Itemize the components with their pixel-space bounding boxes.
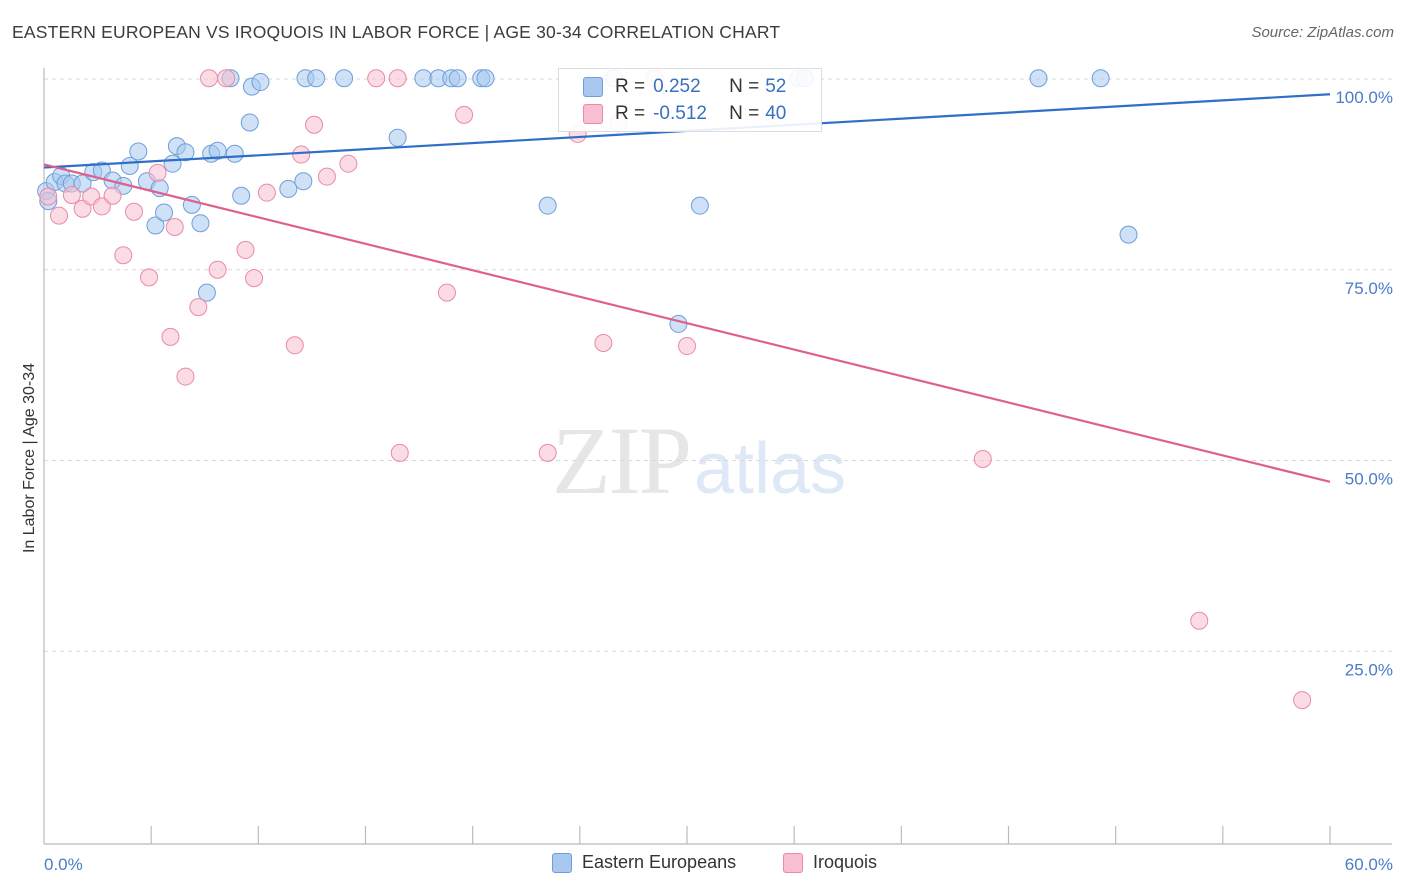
point-eastern-europeans — [388, 128, 407, 147]
source-label: Source: ZipAtlas.com — [1251, 24, 1394, 41]
point-eastern-europeans — [240, 113, 259, 132]
stats-swatch-eastern-europeans — [583, 77, 603, 97]
stats-swatch-iroquois — [583, 104, 603, 124]
point-iroquois — [200, 69, 219, 88]
point-eastern-europeans — [294, 172, 313, 191]
point-iroquois — [285, 336, 304, 355]
point-iroquois — [317, 167, 336, 186]
point-iroquois — [140, 268, 159, 287]
axes — [43, 68, 1392, 845]
r-label: R = — [615, 76, 646, 97]
point-iroquois — [455, 105, 474, 124]
point-eastern-europeans — [669, 314, 688, 333]
point-eastern-europeans — [335, 69, 354, 88]
trend-line-iroquois — [43, 163, 1331, 483]
legend-label-iroquois: Iroquois — [813, 852, 878, 872]
r-value: -0.512 — [653, 103, 707, 124]
point-eastern-europeans — [279, 179, 298, 198]
point-iroquois — [50, 206, 69, 225]
point-iroquois — [148, 163, 167, 182]
point-iroquois — [305, 115, 324, 134]
point-eastern-europeans — [146, 216, 165, 235]
legend-label-eastern-europeans: Eastern Europeans — [582, 852, 737, 872]
tick-labels: 100.0% 75.0% 50.0% 25.0% 0.0% 60.0% — [44, 88, 1393, 874]
point-eastern-europeans — [232, 186, 251, 205]
point-iroquois — [973, 449, 992, 468]
n-label: N = — [729, 76, 760, 97]
legend-swatch-iroquois — [783, 852, 803, 873]
point-eastern-europeans — [251, 73, 270, 92]
y-tick-label: 75.0% — [1345, 279, 1393, 298]
point-iroquois — [339, 154, 358, 173]
point-iroquois — [39, 187, 58, 206]
point-iroquois — [292, 145, 311, 164]
point-iroquois — [161, 327, 180, 346]
point-eastern-europeans — [414, 69, 433, 88]
point-eastern-europeans — [191, 214, 210, 233]
point-iroquois — [390, 443, 409, 462]
point-iroquois — [1190, 611, 1209, 630]
point-eastern-europeans — [307, 69, 326, 88]
stats-row-eastern-europeans: R = 0.252 N = 52 — [583, 74, 786, 100]
x-tick-label-max: 60.0% — [1345, 855, 1393, 874]
point-iroquois — [236, 240, 255, 259]
point-eastern-europeans — [176, 143, 195, 162]
point-iroquois — [114, 246, 133, 265]
point-eastern-europeans — [538, 196, 557, 215]
point-eastern-europeans — [690, 196, 709, 215]
legend-item-eastern-europeans[interactable]: Eastern Europeans — [552, 852, 736, 873]
data-points — [37, 69, 1312, 710]
stats-legend: R = 0.252 N = 52 R = -0.512 N = 40 — [558, 68, 822, 132]
n-label: N = — [729, 103, 760, 124]
point-iroquois — [245, 269, 264, 288]
n-value: 40 — [765, 103, 787, 124]
point-eastern-europeans — [155, 203, 174, 222]
n-value: 52 — [765, 76, 787, 97]
point-iroquois — [125, 202, 144, 221]
point-iroquois — [73, 199, 92, 218]
point-iroquois — [538, 443, 557, 462]
gridlines — [44, 78, 1392, 652]
bottom-legend: Eastern Europeans Iroquois — [0, 852, 1406, 878]
r-value: 0.252 — [653, 76, 701, 97]
point-iroquois — [208, 260, 227, 279]
point-eastern-europeans — [197, 283, 216, 302]
point-iroquois — [176, 367, 195, 386]
point-iroquois — [189, 298, 208, 317]
chart-title: EASTERN EUROPEAN VS IROQUOIS IN LABOR FO… — [12, 22, 781, 42]
y-tick-label: 25.0% — [1345, 660, 1393, 679]
point-eastern-europeans — [1119, 225, 1138, 244]
point-iroquois — [217, 69, 236, 88]
y-tick-label: 50.0% — [1345, 470, 1393, 489]
point-iroquois — [388, 69, 407, 88]
point-iroquois — [103, 186, 122, 205]
point-iroquois — [92, 197, 111, 216]
point-eastern-europeans — [1029, 69, 1048, 88]
point-iroquois — [678, 337, 696, 356]
stats-row-iroquois: R = -0.512 N = 40 — [583, 101, 786, 127]
point-eastern-europeans — [225, 144, 244, 163]
legend-swatch-eastern-europeans — [552, 852, 572, 873]
point-iroquois — [367, 69, 386, 88]
point-iroquois — [594, 333, 613, 352]
point-eastern-europeans — [129, 142, 148, 161]
point-eastern-europeans — [1091, 69, 1110, 88]
point-eastern-europeans — [208, 141, 227, 160]
point-iroquois — [165, 218, 184, 237]
y-tick-label: 100.0% — [1335, 88, 1393, 107]
point-eastern-europeans — [448, 69, 467, 88]
point-eastern-europeans — [476, 69, 495, 88]
legend-item-iroquois[interactable]: Iroquois — [783, 852, 877, 873]
r-label: R = — [615, 103, 646, 124]
x-tick-label-min: 0.0% — [44, 855, 83, 874]
point-iroquois — [257, 183, 276, 202]
point-iroquois — [62, 185, 81, 204]
point-iroquois — [437, 283, 456, 302]
watermark-atlas: atlas — [694, 429, 847, 509]
point-iroquois — [1293, 691, 1312, 710]
